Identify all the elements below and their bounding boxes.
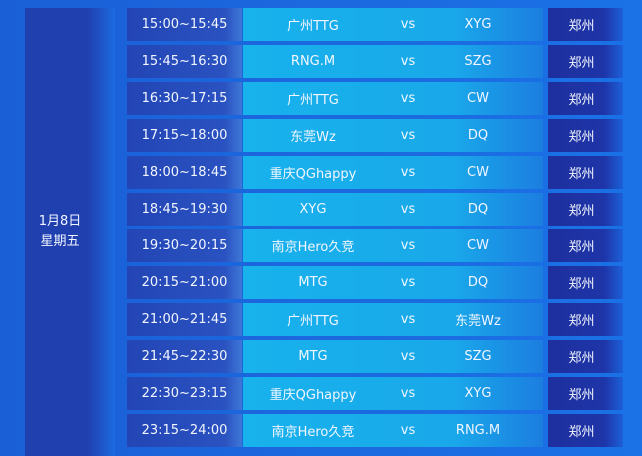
match-time: 23:15~24:00 <box>127 413 242 447</box>
team-2: DQ <box>467 275 489 291</box>
team-1: 重庆QGhappy <box>269 166 357 182</box>
match-row: 20:15~21:00 MTG vs DQ 郑州 <box>127 266 627 300</box>
match-city: 郑州 <box>548 81 623 115</box>
match-city: 郑州 <box>548 118 623 152</box>
match-city: 郑州 <box>548 413 623 447</box>
vs-label: vs <box>400 386 416 401</box>
vs-label: vs <box>400 201 416 217</box>
vs-label: vs <box>400 422 416 438</box>
team-1: 南京Hero久竞 <box>271 240 355 256</box>
match-city: 郑州 <box>548 340 623 374</box>
team-2: DQ <box>467 201 489 217</box>
match-teams: 南京Hero久竞 vs RNG.M <box>243 413 543 447</box>
vs-label: vs <box>400 238 416 254</box>
match-teams: MTG vs DQ <box>243 266 543 300</box>
match-time: 20:15~21:00 <box>127 266 242 300</box>
match-teams: 广州TTG vs 东莞Wz <box>243 303 543 337</box>
team-2: DQ <box>467 127 489 143</box>
team-1: 广州TTG <box>287 314 339 330</box>
vs-label: vs <box>400 90 416 106</box>
match-city: 郑州 <box>548 8 623 41</box>
team-2: SZG <box>464 349 492 365</box>
match-teams: 广州TTG vs XYG <box>243 8 543 41</box>
match-teams: 重庆QGhappy vs CW <box>243 155 543 189</box>
match-row: 18:45~19:30 XYG vs DQ 郑州 <box>127 192 627 226</box>
team-2: 东莞Wz <box>455 314 501 330</box>
match-time: 17:15~18:00 <box>127 118 242 152</box>
match-row: 18:00~18:45 重庆QGhappy vs CW 郑州 <box>127 155 627 189</box>
match-teams: RNG.M vs SZG <box>243 44 543 78</box>
team-1: XYG <box>299 201 327 217</box>
match-row: 15:45~16:30 RNG.M vs SZG 郑州 <box>127 44 627 78</box>
team-2: CW <box>467 164 489 180</box>
date-cell: 1月8日 星期五 <box>25 8 115 456</box>
match-teams: XYG vs DQ <box>243 192 543 226</box>
match-time: 21:00~21:45 <box>127 303 242 337</box>
match-city: 郑州 <box>548 303 623 337</box>
team-1: 广州TTG <box>287 19 339 34</box>
match-time: 15:45~16:30 <box>127 44 242 78</box>
team-1: 东莞Wz <box>290 129 336 145</box>
match-row: 22:30~23:15 重庆QGhappy vs XYG 郑州 <box>127 377 627 410</box>
team-1: 南京Hero久竞 <box>271 424 355 440</box>
vs-label: vs <box>400 349 416 365</box>
match-teams: 南京Hero久竞 vs CW <box>243 229 543 263</box>
match-row: 15:00~15:45 广州TTG vs XYG 郑州 <box>127 8 627 41</box>
vs-label: vs <box>400 17 416 32</box>
match-time: 22:30~23:15 <box>127 377 242 410</box>
match-city: 郑州 <box>548 155 623 189</box>
match-time: 15:00~15:45 <box>127 8 242 41</box>
vs-label: vs <box>400 312 416 328</box>
match-row: 17:15~18:00 东莞Wz vs DQ 郑州 <box>127 118 627 152</box>
team-2: RNG.M <box>455 422 501 438</box>
team-1: MTG <box>298 275 328 291</box>
match-time: 18:45~19:30 <box>127 192 242 226</box>
team-2: CW <box>467 90 489 106</box>
match-time: 18:00~18:45 <box>127 155 242 189</box>
match-teams: 广州TTG vs CW <box>243 81 543 115</box>
match-time: 21:45~22:30 <box>127 340 242 374</box>
vs-label: vs <box>400 127 416 143</box>
match-row: 21:00~21:45 广州TTG vs 东莞Wz 郑州 <box>127 303 627 337</box>
team-1: RNG.M <box>290 53 336 69</box>
team-2: CW <box>467 238 489 254</box>
team-1: 广州TTG <box>287 92 339 108</box>
match-city: 郑州 <box>548 229 623 263</box>
match-city: 郑州 <box>548 44 623 78</box>
date-label: 1月8日 <box>38 214 82 229</box>
team-2: XYG <box>464 17 492 32</box>
weekday-label: 星期五 <box>40 234 80 249</box>
match-city: 郑州 <box>548 266 623 300</box>
team-2: XYG <box>464 386 492 401</box>
vs-label: vs <box>400 164 416 180</box>
match-row: 21:45~22:30 MTG vs SZG 郑州 <box>127 340 627 374</box>
match-row: 23:15~24:00 南京Hero久竞 vs RNG.M 郑州 <box>127 413 627 447</box>
match-city: 郑州 <box>548 192 623 226</box>
team-1: MTG <box>298 349 328 365</box>
team-2: SZG <box>464 53 492 69</box>
match-row: 16:30~17:15 广州TTG vs CW 郑州 <box>127 81 627 115</box>
match-time: 16:30~17:15 <box>127 81 242 115</box>
match-time: 19:30~20:15 <box>127 229 242 263</box>
match-city: 郑州 <box>548 377 623 410</box>
match-teams: MTG vs SZG <box>243 340 543 374</box>
match-teams: 东莞Wz vs DQ <box>243 118 543 152</box>
match-row: 19:30~20:15 南京Hero久竞 vs CW 郑州 <box>127 229 627 263</box>
vs-label: vs <box>400 275 416 291</box>
match-teams: 重庆QGhappy vs XYG <box>243 377 543 410</box>
vs-label: vs <box>400 53 416 69</box>
team-1: 重庆QGhappy <box>269 388 357 403</box>
